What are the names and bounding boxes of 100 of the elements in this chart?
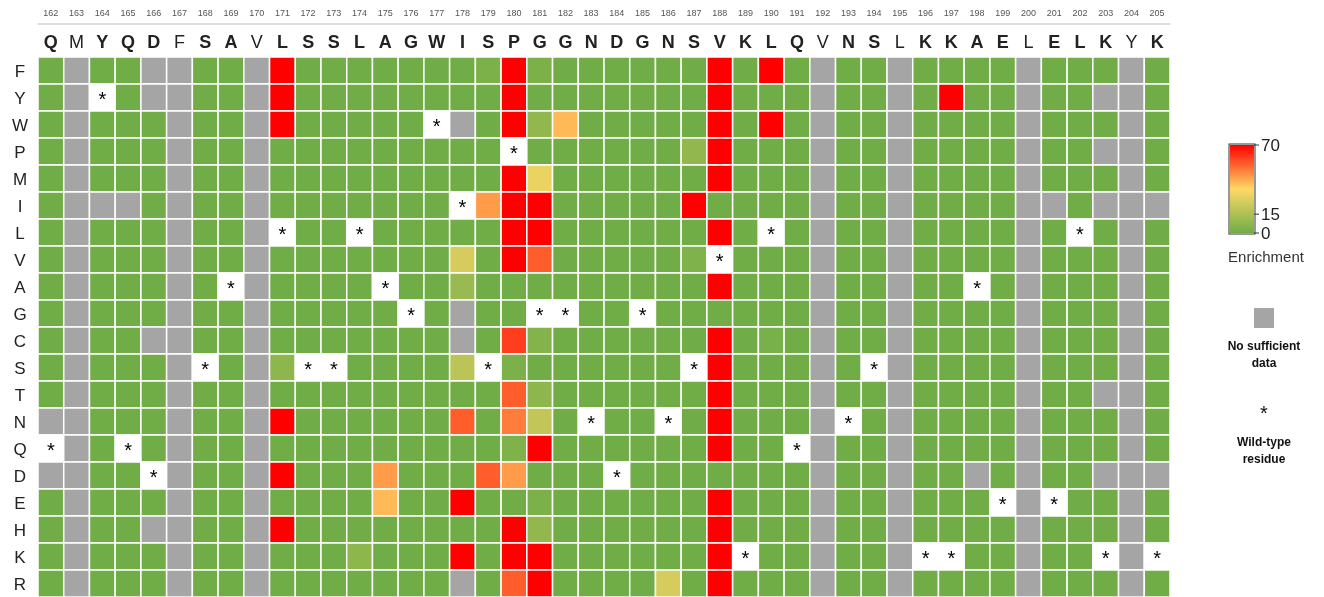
text: * — [484, 357, 493, 380]
text: * — [381, 276, 390, 299]
x-tick-label: S — [868, 32, 881, 52]
y-tick-label: F — [14, 61, 26, 81]
text: * — [561, 303, 570, 326]
x2-tick-label: 163 — [69, 8, 85, 18]
x-tick-label: Y — [96, 32, 109, 52]
text: * — [973, 276, 981, 299]
x-tick-label: L — [894, 32, 905, 52]
color-bar-label: 70 — [1261, 136, 1280, 155]
y-tick-label: Q — [13, 439, 27, 459]
y-tick-label: V — [14, 250, 27, 270]
text: * — [715, 249, 724, 272]
x2-tick-label: 164 — [94, 8, 110, 18]
color-bar-label: 15 — [1261, 205, 1280, 225]
x-tick-label: D — [147, 32, 161, 52]
x-tick-label: N — [584, 32, 598, 52]
x-tick-label: A — [970, 32, 984, 52]
text: Wild-type residue — [1237, 435, 1292, 466]
x2-tick-label: 201 — [1046, 8, 1062, 18]
x-tick-label: L — [354, 32, 366, 52]
y-tick-label: W — [11, 115, 29, 135]
text: * — [947, 546, 956, 569]
x-tick-label: L — [276, 32, 288, 52]
x2-tick-label: 189 — [737, 8, 754, 18]
x-tick-label: P — [507, 32, 520, 52]
x-tick-label: L — [1074, 32, 1086, 52]
text: * — [1101, 546, 1110, 569]
x-tick-label: K — [739, 32, 752, 52]
x2-tick-label: 198 — [969, 8, 985, 18]
x-tick-label: L — [1023, 32, 1034, 52]
x-tick-label: K — [1150, 32, 1164, 52]
text: * — [407, 303, 415, 326]
text: * — [664, 411, 673, 434]
x2-tick-label: 203 — [1098, 8, 1114, 18]
x2-tick-label: 192 — [815, 8, 831, 18]
x-tick-label: N — [661, 32, 675, 52]
y-tick-label: R — [13, 574, 27, 594]
text: * — [227, 276, 235, 299]
text: * — [535, 303, 544, 326]
text: * — [844, 411, 853, 434]
text: No sufficient data — [1227, 339, 1301, 370]
x2-tick-label: 202 — [1072, 8, 1088, 18]
x-tick-label: G — [532, 32, 547, 52]
x-tick-label: S — [199, 32, 212, 52]
y-tick-label: Y — [14, 88, 26, 108]
text: * — [767, 222, 776, 245]
text: * — [458, 195, 467, 218]
x-tick-label: A — [378, 32, 392, 52]
text: * — [149, 465, 158, 488]
x2-tick-label: 183 — [583, 8, 599, 18]
x-tick-label: S — [302, 32, 315, 52]
x2-tick-label: 178 — [454, 8, 471, 18]
x2-tick-label: 167 — [171, 8, 188, 18]
x-tick-label: G — [635, 32, 650, 52]
text: * — [304, 357, 313, 380]
x2-tick-label: 170 — [249, 8, 265, 18]
y-tick-label: C — [13, 331, 27, 351]
x-tick-label: Q — [789, 32, 804, 52]
text: * — [98, 87, 107, 110]
x-tick-label: L — [765, 32, 777, 52]
text: * — [690, 357, 698, 380]
x-tick-label: K — [919, 32, 933, 52]
y-tick-label: E — [14, 493, 26, 513]
y-tick-label: G — [13, 304, 27, 324]
text: * — [1076, 222, 1084, 245]
x2-tick-label: 169 — [223, 8, 239, 18]
x2-tick-label: 193 — [840, 8, 856, 18]
y-tick-label: D — [13, 466, 27, 486]
x-tick-label: Q — [43, 32, 58, 52]
text: * — [1050, 492, 1059, 515]
y-tick-label: N — [13, 412, 27, 432]
x-tick-label: V — [713, 32, 726, 52]
x2-tick-label: 184 — [609, 8, 625, 18]
x2-tick-label: 181 — [532, 8, 548, 18]
x2-tick-label: 165 — [120, 8, 136, 18]
x2-tick-label: 168 — [197, 8, 213, 18]
x-tick-label: E — [1048, 32, 1061, 52]
text: * — [638, 303, 647, 326]
text: * — [870, 357, 879, 380]
x2-tick-label: 196 — [918, 8, 934, 18]
y-tick-label: A — [14, 277, 27, 297]
text: * — [741, 546, 750, 569]
text: * — [124, 438, 132, 461]
y-tick-label: L — [15, 223, 25, 243]
y-tick-label: S — [14, 358, 26, 378]
x-tick-label: A — [224, 32, 238, 52]
x2-tick-label: 194 — [866, 8, 882, 18]
y-tick-label: P — [14, 142, 26, 162]
x-tick-label: M — [69, 32, 85, 52]
x2-tick-label: 187 — [686, 8, 702, 18]
color-bar-title: Enrichment — [1228, 248, 1305, 265]
y-tick-label: H — [13, 520, 27, 540]
color-bar-label: 0 — [1261, 224, 1271, 243]
x2-tick-label: 186 — [660, 8, 676, 18]
x-tick-label: G — [404, 32, 419, 52]
y-tick-label: I — [17, 196, 23, 216]
x-tick-label: Y — [1125, 32, 1138, 52]
text: * — [612, 465, 621, 488]
x2-tick-label: 191 — [789, 8, 805, 18]
